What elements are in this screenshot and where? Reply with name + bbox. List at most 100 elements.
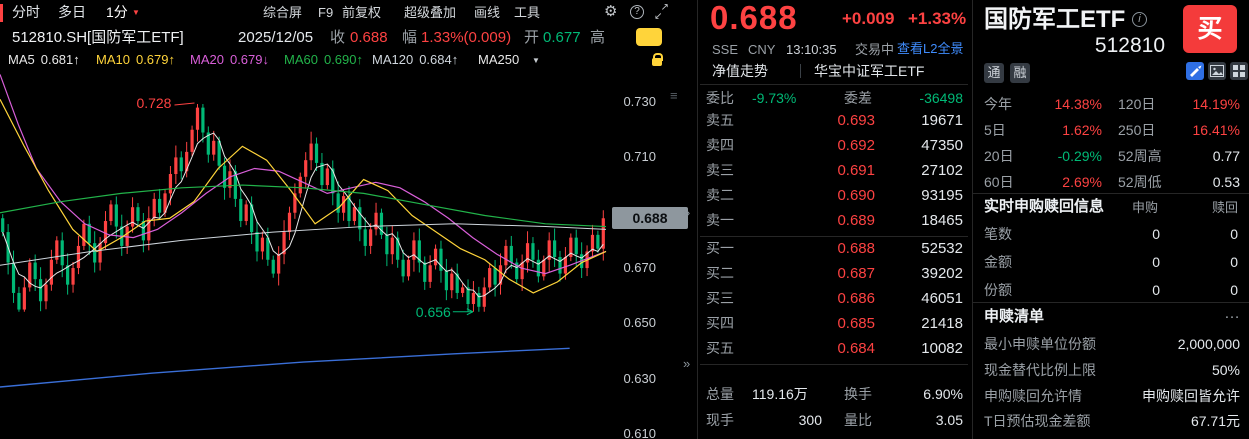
ask-row-1[interactable]: 卖一 0.689 18465 bbox=[700, 212, 968, 234]
book-divider bbox=[700, 236, 968, 237]
order-level-label: 卖一 bbox=[706, 212, 734, 228]
menu-draw-line[interactable]: 画线 bbox=[474, 5, 501, 20]
menu-f9[interactable]: F9 bbox=[318, 5, 334, 20]
ma60-readout: MA60 0.690↑ bbox=[284, 52, 363, 68]
ask-row-4[interactable]: 卖四 0.692 47350 bbox=[700, 137, 968, 159]
ma5-readout: MA5 0.681↑ bbox=[8, 52, 80, 68]
ma-label: MA10 bbox=[96, 52, 130, 67]
bid-row-2[interactable]: 买二 0.687 39202 bbox=[700, 265, 968, 287]
expand-arrow: ↗ bbox=[660, 2, 669, 13]
order-price: 0.690 bbox=[837, 187, 875, 204]
edit-icon[interactable] bbox=[1186, 62, 1204, 80]
ma-label: MA20 bbox=[190, 52, 224, 67]
grid-icon[interactable] bbox=[1230, 62, 1248, 80]
total-volume-value: 119.16万 bbox=[752, 386, 808, 402]
total-volume-label: 总量 bbox=[706, 386, 734, 402]
order-volume: 21418 bbox=[921, 315, 963, 332]
y-axis-label: 0.730 bbox=[623, 94, 656, 110]
y-axis-label: 0.710 bbox=[623, 149, 656, 165]
fund-name: 国防军工ETF bbox=[984, 6, 1126, 33]
ask-row-5[interactable]: 卖五 0.693 19671 bbox=[700, 112, 968, 134]
lock-icon[interactable] bbox=[652, 53, 663, 66]
chevron-down-icon[interactable]: ▼ bbox=[132, 8, 140, 17]
help-icon[interactable]: ? bbox=[630, 5, 644, 19]
order-level-label: 卖二 bbox=[706, 187, 734, 203]
panel-expand-handle[interactable]: » bbox=[683, 356, 691, 371]
l2-full-view-link[interactable]: 查看L2全景 bbox=[897, 41, 964, 56]
section-divider bbox=[972, 193, 1249, 194]
tab-fund-name[interactable]: 华宝中证军工ETF bbox=[814, 63, 925, 79]
chart-list-icon[interactable]: ≡ bbox=[670, 88, 678, 103]
order-volume: 52532 bbox=[921, 240, 963, 257]
badge-rong: 融 bbox=[1010, 63, 1030, 83]
tab-multiday[interactable]: 多日 bbox=[58, 4, 86, 20]
svg-text:0.728: 0.728 bbox=[136, 95, 171, 111]
range-value: 1.33%(0.009) bbox=[421, 29, 512, 46]
fund-code: 512810 bbox=[1094, 34, 1165, 57]
bid-row-1[interactable]: 买一 0.688 52532 bbox=[700, 240, 968, 262]
perf-row: 今年 14.38% 120日 14.19% bbox=[972, 96, 1249, 116]
kline-chart[interactable]: 0.728 0.656 bbox=[0, 70, 692, 439]
subs-label: 金额 bbox=[984, 254, 1012, 270]
open-label: 开 bbox=[524, 29, 540, 46]
menu-forward-adjusted[interactable]: 前复权 bbox=[342, 5, 382, 20]
symbol-bar: 512810.SH[国防军工ETF] 2025/12/05 收 0.688 幅 … bbox=[0, 26, 700, 50]
weibi-value: -9.73% bbox=[752, 90, 797, 106]
tab-nav-trend[interactable]: 净值走势 bbox=[712, 63, 768, 79]
perf-value: 0.77 bbox=[1212, 148, 1240, 164]
order-volume: 39202 bbox=[921, 265, 963, 282]
range-label: 幅 bbox=[402, 29, 418, 46]
panel-expand-handle[interactable]: » bbox=[683, 205, 691, 220]
list-value: 申购赎回皆允许 bbox=[1142, 388, 1240, 404]
ask-row-3[interactable]: 卖三 0.691 27102 bbox=[700, 162, 968, 184]
tab-intraday[interactable]: 分时 bbox=[12, 4, 40, 20]
order-price: 0.685 bbox=[837, 315, 875, 332]
subs-row: 金额 0 0 bbox=[972, 254, 1249, 274]
menu-composite-screen[interactable]: 综合屏 bbox=[263, 5, 303, 20]
more-icon[interactable]: … bbox=[1224, 305, 1240, 322]
ma-value: 0.679 bbox=[229, 52, 263, 67]
order-level-label: 买五 bbox=[706, 340, 734, 356]
trade-date: 2025/12/05 bbox=[238, 29, 314, 46]
ma20-readout: MA20 0.679↓ bbox=[190, 52, 269, 68]
order-price: 0.692 bbox=[837, 137, 875, 154]
perf-label: 250日 bbox=[1118, 122, 1156, 138]
bid-row-4[interactable]: 买四 0.685 21418 bbox=[700, 315, 968, 337]
order-price: 0.687 bbox=[837, 265, 875, 282]
quote-time: 13:10:35 bbox=[786, 42, 837, 57]
ask-row-2[interactable]: 卖二 0.690 93195 bbox=[700, 187, 968, 209]
bid-row-5[interactable]: 买五 0.684 10082 bbox=[700, 340, 968, 362]
subs-label: 笔数 bbox=[984, 226, 1012, 242]
buy-button[interactable]: 买 bbox=[1183, 5, 1237, 53]
ma10-readout: MA10 0.679↑ bbox=[96, 52, 175, 68]
bid-row-3[interactable]: 买三 0.686 46051 bbox=[700, 290, 968, 312]
ma-value: 0.681 bbox=[40, 52, 74, 67]
tab-1min[interactable]: 1分 bbox=[106, 4, 128, 20]
menu-super-overlay[interactable]: 超级叠加 bbox=[404, 5, 457, 20]
y-axis-label: 0.610 bbox=[623, 426, 656, 439]
info-icon[interactable]: i bbox=[1132, 12, 1147, 27]
list-item: 最小申赎单位份额 2,000,000 bbox=[972, 336, 1249, 356]
ma-value: 0.690 bbox=[323, 52, 357, 67]
expand-icon[interactable]: ↗ ↙ bbox=[654, 2, 669, 22]
price-change-pct: +1.33% bbox=[908, 9, 967, 28]
ma120-readout: MA120 0.684↑ bbox=[372, 52, 458, 68]
close-value: 0.688 bbox=[350, 29, 388, 46]
message-bubble-icon[interactable] bbox=[636, 28, 662, 46]
ma-arrow: ↑ bbox=[73, 52, 80, 67]
turnover-label: 换手 bbox=[844, 386, 872, 402]
perf-label: 20日 bbox=[984, 148, 1014, 164]
perf-value: -0.29% bbox=[1057, 148, 1102, 164]
gear-icon[interactable]: ⚙ bbox=[604, 3, 618, 20]
subs-label: 份额 bbox=[984, 282, 1012, 298]
image-icon[interactable] bbox=[1208, 62, 1226, 80]
ma-dropdown-icon[interactable]: ▼ bbox=[532, 56, 540, 65]
order-price: 0.684 bbox=[837, 340, 875, 357]
subs-row: 份额 0 0 bbox=[972, 282, 1249, 302]
weicha-value: -36498 bbox=[919, 90, 963, 106]
menu-tools[interactable]: 工具 bbox=[514, 5, 541, 20]
subs-row: 笔数 0 0 bbox=[972, 226, 1249, 246]
perf-row: 20日 -0.29% 52周高 0.77 bbox=[972, 148, 1249, 168]
turnover-value: 6.90% bbox=[923, 386, 963, 402]
